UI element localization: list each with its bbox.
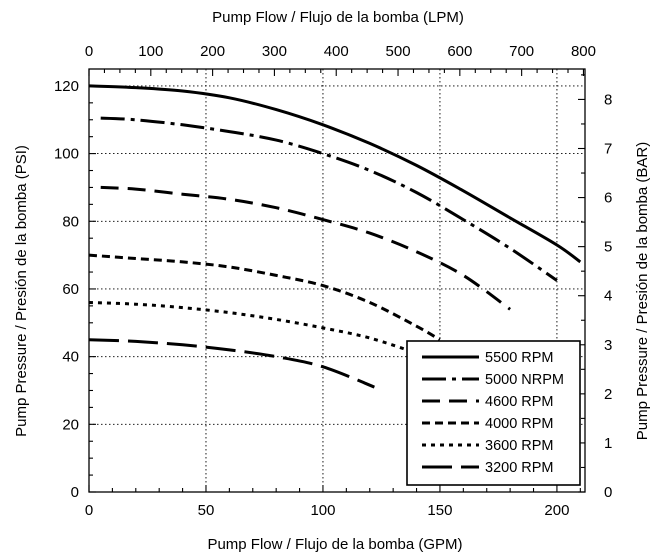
plot-frame [88,68,586,493]
x2-tick-label: 600 [447,43,472,60]
legend-box [406,340,581,486]
series-line-3 [100,185,511,311]
y-tick-label: 100 [54,146,79,163]
legend: 5500 RPM 5000 NRPM 4600 RPM 4000 RPM 3600 RP… [406,340,581,486]
legend-label-4: 4000 RPM [485,416,554,432]
x2-tick-label: 400 [324,43,349,60]
x2-tick-label: 300 [262,43,287,60]
y-tick-label: 120 [54,78,79,95]
y-tick-label: 20 [62,416,79,433]
left-axis-title: Pump Pressure / Presión de la bomba (PSI… [13,145,30,437]
y2-tick-label: 1 [604,435,612,452]
top-axis-title: Pump Flow / Flujo de la bomba (LPM) [212,9,464,26]
x-tick-label: 0 [85,502,93,519]
y-tick-label: 40 [62,349,79,366]
legend-label-3: 4600 RPM [485,394,554,410]
right-axis-title: Pump Pressure / Presión de la bomba (BAR… [634,142,651,440]
x2-tick-label: 700 [509,43,534,60]
series-line-1 [88,84,582,264]
legend-label-2: 5000 NRPM [485,372,564,388]
x-tick-label: 200 [544,502,569,519]
y2-tick-label: 2 [604,386,612,403]
y2-tick-label: 3 [604,337,612,354]
series-line-2 [100,116,558,282]
y2-tick-label: 7 [604,140,612,157]
x-tick-label: 100 [310,502,335,519]
bottom-axis-title: Pump Flow / Flujo de la bomba (GPM) [207,536,462,553]
curve-layer [88,84,582,389]
x-tick-label: 50 [198,502,215,519]
y2-tick-label: 0 [604,484,612,501]
x2-tick-label: 500 [386,43,411,60]
x2-tick-label: 800 [571,43,596,60]
y-tick-label: 60 [62,281,79,298]
y2-tick-label: 8 [604,91,612,108]
y2-tick-label: 5 [604,239,612,256]
legend-label-6: 3200 RPM [485,460,554,476]
y2-tick-label: 6 [604,190,612,207]
x2-tick-label: 200 [200,43,225,60]
series-line-4 [88,253,441,342]
x2-tick-label: 100 [138,43,163,60]
series-line-6 [88,338,375,389]
legend-label-5: 3600 RPM [485,438,554,454]
y-tick-label: 0 [71,484,79,501]
x-tick-label: 150 [427,502,452,519]
y2-tick-label: 4 [604,288,612,305]
x2-tick-label: 0 [85,43,93,60]
legend-label-1: 5500 RPM [485,350,554,366]
y-tick-label: 80 [62,213,79,230]
